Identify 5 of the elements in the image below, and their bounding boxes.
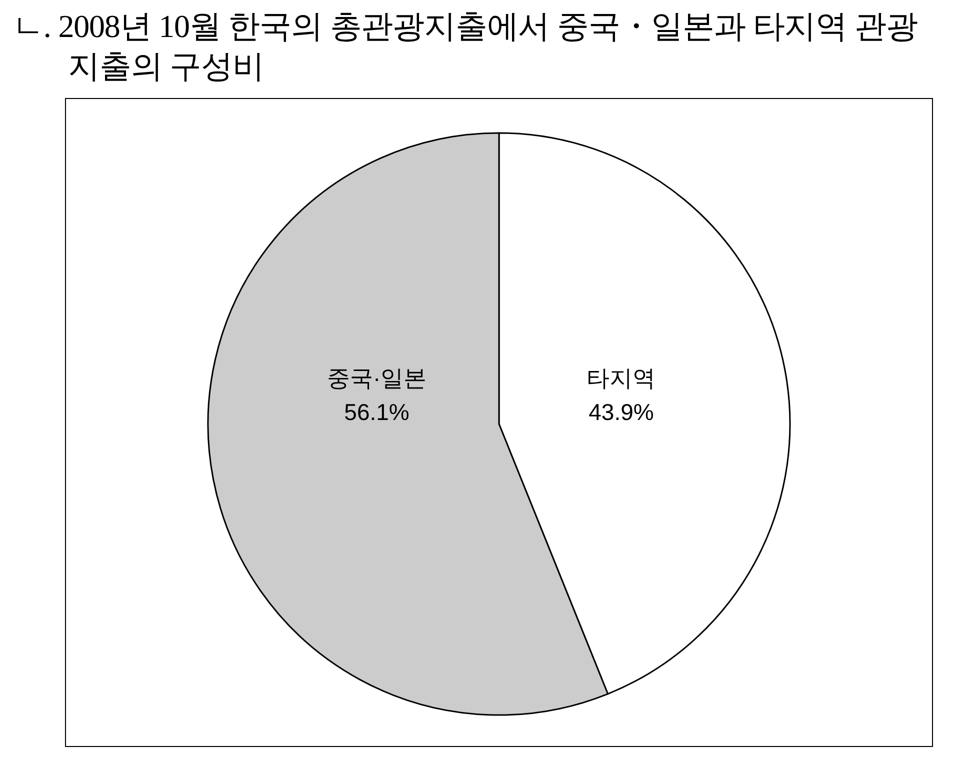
slice-label: 중국·일본: [326, 365, 427, 391]
data-label: 43.9%: [588, 399, 654, 425]
slice-label: 타지역: [586, 365, 656, 391]
data-label: 56.1%: [344, 399, 410, 425]
chart-title: ㄴ. 2008년 10월 한국의 총관광지출에서 중국・일본과 타지역 관광지출의 구성비: [12, 7, 918, 86]
